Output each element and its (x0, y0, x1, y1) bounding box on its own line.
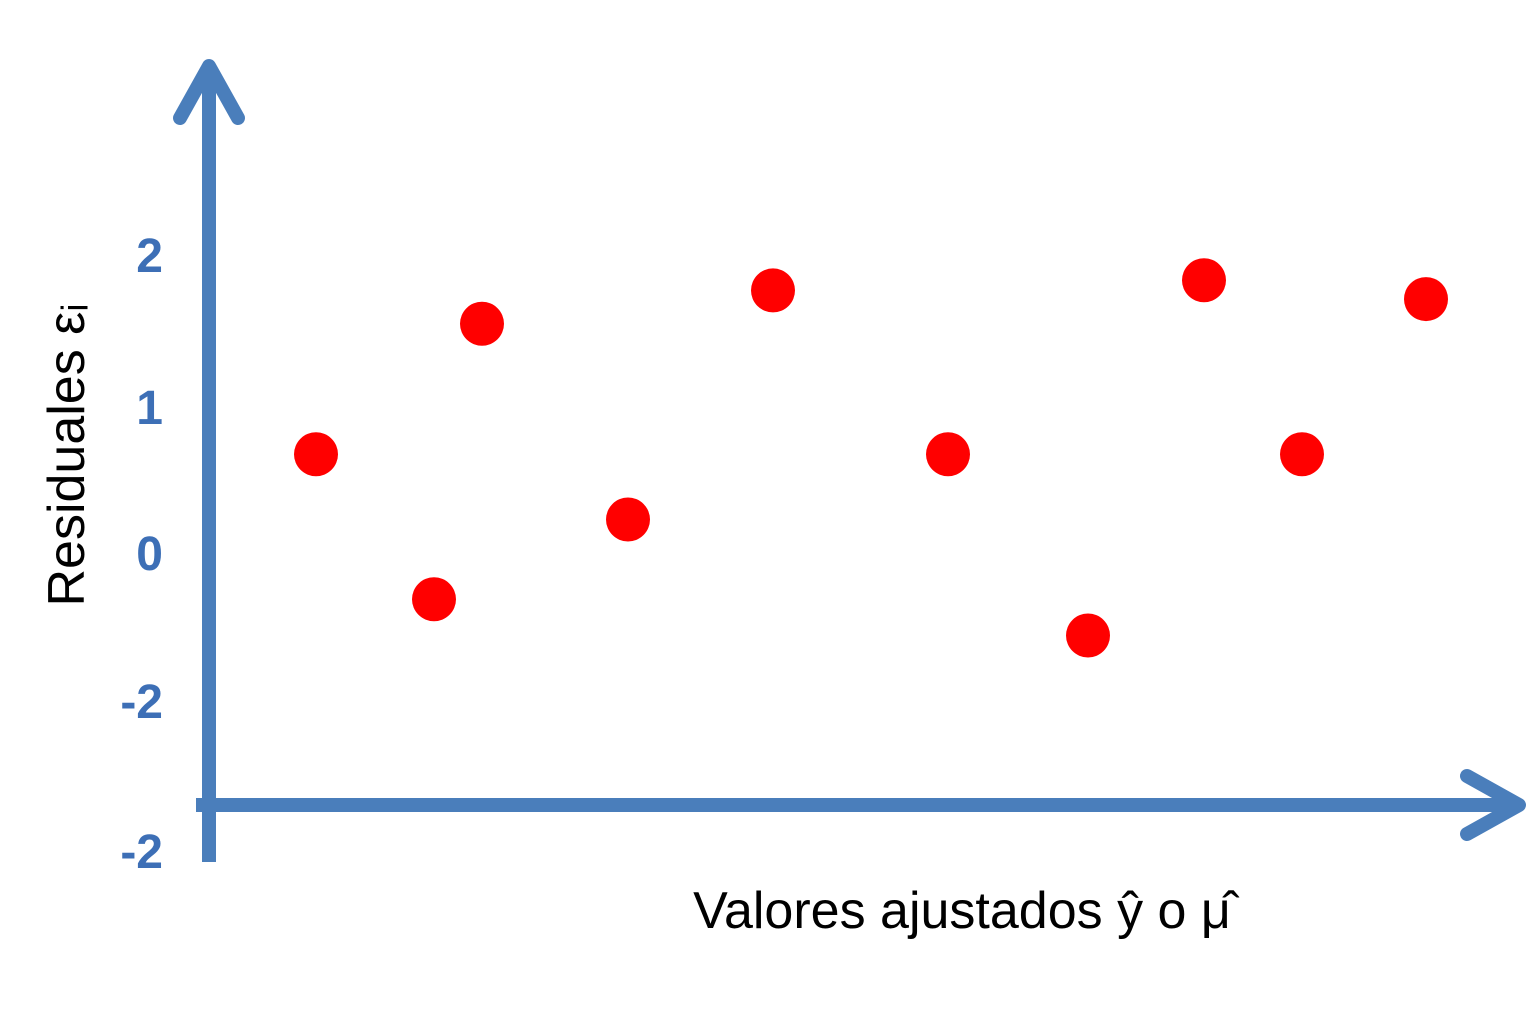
data-point (606, 497, 650, 542)
data-point (751, 268, 795, 313)
data-point (926, 432, 970, 477)
x-axis-title: Valores ajustados ŷ o μ̂ (693, 882, 1240, 940)
y-axis-title: Residuales εᵢ (38, 303, 96, 606)
y-tick-label: 0 (136, 528, 163, 581)
data-point (294, 432, 338, 477)
x-axis-arrowhead (1460, 769, 1526, 841)
data-point (412, 577, 456, 622)
y-tick-label: -2 (120, 826, 163, 879)
data-point (1182, 258, 1226, 303)
data-point (1066, 613, 1110, 658)
y-axis-arrowhead (173, 59, 245, 125)
data-points (294, 258, 1448, 658)
data-point (1280, 432, 1324, 477)
y-tick-label: -2 (120, 676, 163, 729)
y-tick-label: 2 (136, 230, 163, 283)
data-point (1404, 277, 1448, 322)
y-tick-label: 1 (136, 382, 163, 435)
data-point (460, 301, 504, 346)
